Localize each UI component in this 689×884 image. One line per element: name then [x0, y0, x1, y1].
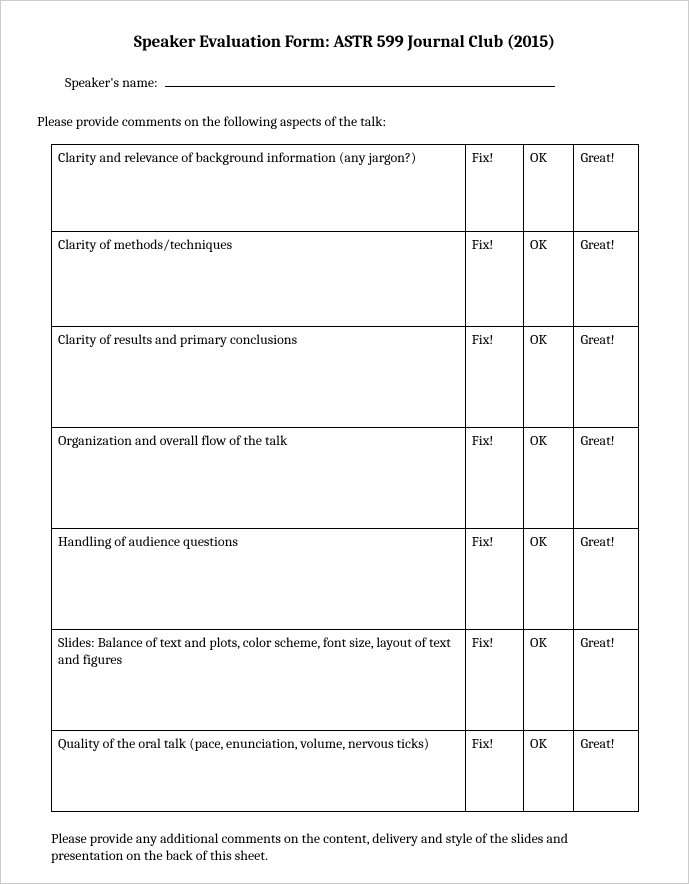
rating-fix[interactable]: Fix!	[465, 145, 523, 232]
rating-fix[interactable]: Fix!	[465, 327, 523, 428]
rating-ok[interactable]: OK	[523, 630, 573, 731]
criterion-cell: Organization and overall flow of the tal…	[52, 428, 466, 529]
table-row: Clarity of methods/techniquesFix!OKGreat…	[52, 232, 639, 327]
rating-great[interactable]: Great!	[574, 529, 639, 630]
table-row: Clarity of results and primary conclusio…	[52, 327, 639, 428]
speaker-name-input-line[interactable]	[165, 86, 555, 87]
speaker-name-line: Speaker's name:	[65, 74, 652, 91]
rating-great[interactable]: Great!	[574, 145, 639, 232]
rating-great[interactable]: Great!	[574, 731, 639, 812]
criterion-cell: Clarity and relevance of background info…	[52, 145, 466, 232]
evaluation-tbody: Clarity and relevance of background info…	[52, 145, 639, 812]
rating-ok[interactable]: OK	[523, 327, 573, 428]
table-row: Handling of audience questionsFix!OKGrea…	[52, 529, 639, 630]
table-row: Slides: Balance of text and plots, color…	[52, 630, 639, 731]
criterion-cell: Clarity of methods/techniques	[52, 232, 466, 327]
page: Speaker Evaluation Form: ASTR 599 Journa…	[0, 0, 689, 884]
intro-text: Please provide comments on the following…	[37, 113, 652, 130]
rating-fix[interactable]: Fix!	[465, 428, 523, 529]
criterion-cell: Handling of audience questions	[52, 529, 466, 630]
speaker-name-label: Speaker's name:	[65, 74, 158, 91]
rating-great[interactable]: Great!	[574, 327, 639, 428]
table-row: Organization and overall flow of the tal…	[52, 428, 639, 529]
rating-ok[interactable]: OK	[523, 232, 573, 327]
rating-fix[interactable]: Fix!	[465, 529, 523, 630]
rating-great[interactable]: Great!	[574, 428, 639, 529]
criterion-cell: Clarity of results and primary conclusio…	[52, 327, 466, 428]
criterion-cell: Slides: Balance of text and plots, color…	[52, 630, 466, 731]
table-row: Quality of the oral talk (pace, enunciat…	[52, 731, 639, 812]
footer-note: Please provide any additional comments o…	[51, 830, 631, 864]
evaluation-table: Clarity and relevance of background info…	[51, 144, 639, 812]
rating-ok[interactable]: OK	[523, 428, 573, 529]
rating-great[interactable]: Great!	[574, 630, 639, 731]
table-row: Clarity and relevance of background info…	[52, 145, 639, 232]
rating-ok[interactable]: OK	[523, 529, 573, 630]
rating-fix[interactable]: Fix!	[465, 630, 523, 731]
rating-fix[interactable]: Fix!	[465, 232, 523, 327]
rating-fix[interactable]: Fix!	[465, 731, 523, 812]
form-title: Speaker Evaluation Form: ASTR 599 Journa…	[37, 33, 652, 52]
rating-great[interactable]: Great!	[574, 232, 639, 327]
rating-ok[interactable]: OK	[523, 145, 573, 232]
rating-ok[interactable]: OK	[523, 731, 573, 812]
criterion-cell: Quality of the oral talk (pace, enunciat…	[52, 731, 466, 812]
